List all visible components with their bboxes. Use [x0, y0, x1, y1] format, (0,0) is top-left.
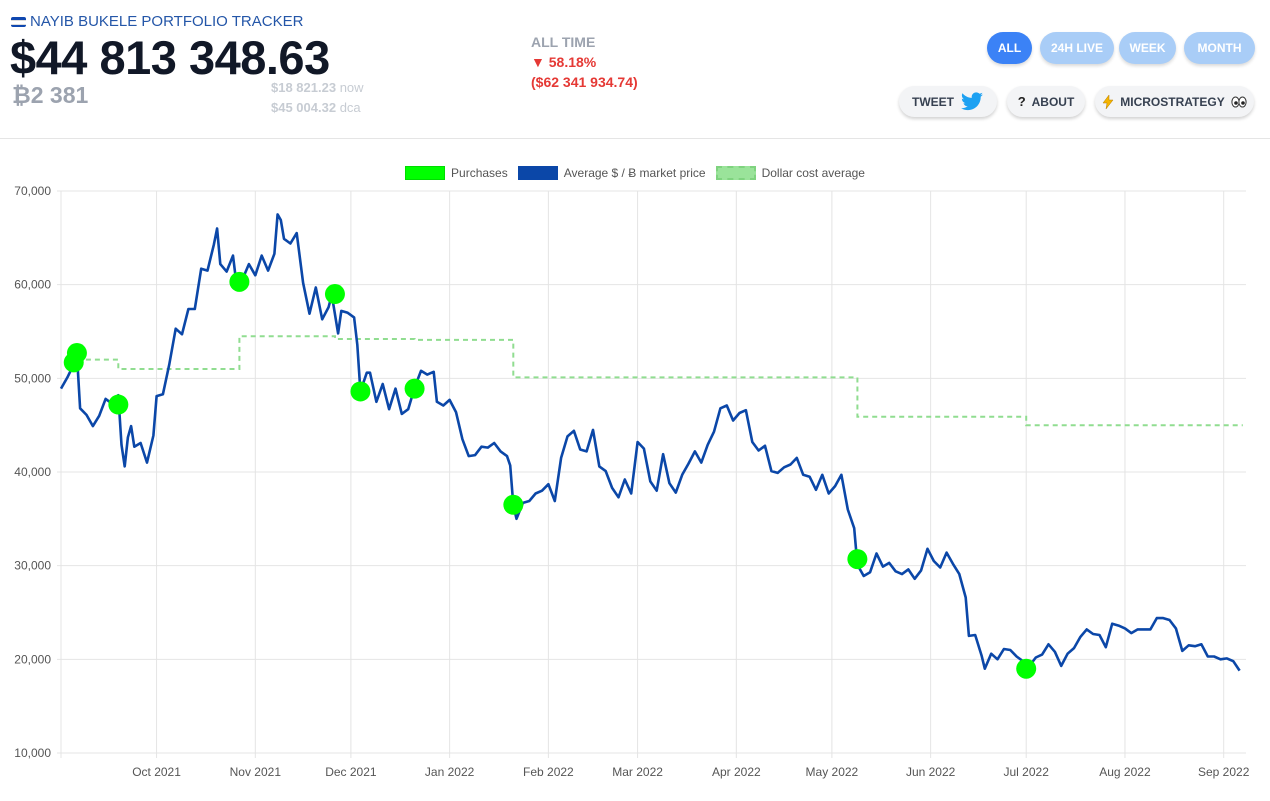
- x-tick-label: Oct 2021: [132, 765, 181, 779]
- y-axis-labels: 10,000 20,000 30,000 40,000 50,000 60,000 70,0…: [14, 184, 51, 760]
- x-tick-label: Nov 2021: [230, 765, 282, 779]
- legend-swatch-purchases: [405, 166, 446, 180]
- legend-swatch-market-price: [517, 166, 558, 180]
- range-button-week[interactable]: WEEK: [1119, 32, 1176, 64]
- dca-unit: dca: [339, 100, 361, 115]
- y-tick-label: 10,000: [14, 746, 51, 760]
- tweet-button[interactable]: TWEET: [899, 86, 997, 117]
- x-tick-label: Aug 2022: [1099, 765, 1151, 779]
- purchase-point: [350, 381, 371, 402]
- microstrategy-button[interactable]: MICROSTRATEGY: [1095, 86, 1254, 117]
- app-title-label: NAYIB BUKELE PORTFOLIO TRACKER: [30, 13, 304, 30]
- el-salvador-flag-icon: [11, 16, 26, 27]
- legend-label-market-price: Average $ / Ƀ market price: [563, 166, 706, 180]
- x-tick-label: Apr 2022: [712, 765, 761, 779]
- price-now-unit: now: [339, 80, 364, 95]
- y-tick-label: 30,000: [14, 559, 51, 573]
- purchase-point: [108, 394, 129, 415]
- legend-item-dca[interactable]: Dollar cost average: [715, 166, 865, 180]
- dca-line: [76, 335, 1243, 427]
- microstrategy-label: MICROSTRATEGY: [1120, 94, 1225, 109]
- price-chart[interactable]: 10,000 20,000 30,000 40,000 50,000 60,000 70,0…: [0, 138, 1270, 801]
- x-axis-labels: Oct 2021 Nov 2021 Dec 2021 Jan 2022 Feb 2022…: [132, 765, 1250, 779]
- range-button-all[interactable]: ALL: [987, 32, 1032, 64]
- x-tick-label: Jul 2022: [1004, 765, 1050, 779]
- portfolio-total-value: $44 813 348.63: [10, 31, 330, 84]
- question-icon: ?: [1017, 94, 1026, 109]
- x-tick-label: Dec 2021: [325, 765, 377, 779]
- change-value: ($62 341 934.74): [531, 74, 638, 90]
- legend-label-purchases: Purchases: [451, 166, 508, 180]
- x-tick-label: Jan 2022: [425, 765, 475, 779]
- lightning-icon: [1102, 94, 1114, 109]
- purchase-point: [404, 378, 425, 399]
- legend-label-dca: Dollar cost average: [761, 166, 865, 180]
- tweet-label: TWEET: [912, 94, 954, 109]
- y-tick-label: 40,000: [14, 465, 51, 479]
- x-tick-label: May 2022: [806, 765, 859, 779]
- purchase-point: [1016, 658, 1037, 679]
- alltime-label: ALL TIME: [531, 34, 596, 50]
- y-tick-label: 60,000: [14, 278, 51, 292]
- price-now-row: $18 821.23 now: [271, 80, 364, 95]
- purchase-point: [229, 271, 250, 292]
- legend-item-market-price[interactable]: Average $ / Ƀ market price: [517, 166, 706, 180]
- x-tick-label: Sep 2022: [1198, 765, 1250, 779]
- price-now-value: $18 821.23: [271, 80, 337, 95]
- btc-holdings: ₿2 381: [12, 82, 89, 108]
- dca-row: $45 004.32 dca: [271, 100, 361, 115]
- legend-swatch-dca: [715, 166, 756, 180]
- x-tick-label: Jun 2022: [906, 765, 956, 779]
- range-button-24h-live[interactable]: 24H LIVE: [1040, 32, 1114, 64]
- y-tick-label: 70,000: [14, 184, 51, 198]
- y-tick-label: 50,000: [14, 371, 51, 385]
- purchase-point: [66, 343, 87, 364]
- purchase-point: [503, 494, 524, 515]
- purchase-point: [324, 284, 345, 305]
- x-tick-label: Feb 2022: [523, 765, 574, 779]
- chart-legend: Purchases Average $ / Ƀ market price Dol…: [0, 166, 1270, 180]
- change-percent: ▼ 58.18%: [531, 54, 597, 70]
- about-button[interactable]: ? ABOUT: [1007, 86, 1085, 117]
- legend-item-purchases[interactable]: Purchases: [405, 166, 508, 180]
- eyes-icon: [1231, 96, 1247, 107]
- about-label: ABOUT: [1031, 94, 1075, 109]
- app-title[interactable]: NAYIB BUKELE PORTFOLIO TRACKER: [11, 13, 303, 30]
- header: NAYIB BUKELE PORTFOLIO TRACKER $44 813 3…: [0, 0, 1270, 139]
- purchase-point: [847, 549, 868, 570]
- twitter-bird-icon: [961, 91, 983, 110]
- dca-value: $45 004.32: [271, 100, 337, 115]
- x-tick-label: Mar 2022: [612, 765, 663, 779]
- chart-series: [59, 213, 1243, 679]
- chart-grid: [57, 190, 1246, 758]
- range-button-month[interactable]: MONTH: [1184, 32, 1255, 64]
- y-tick-label: 20,000: [14, 652, 51, 666]
